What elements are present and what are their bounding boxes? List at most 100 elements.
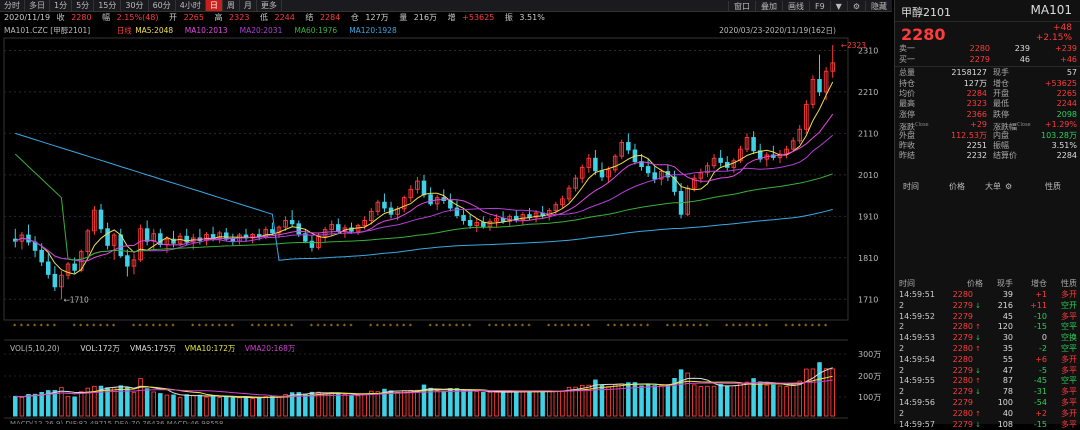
candle-body [270,229,275,234]
period-tab[interactable]: 1分 [50,0,73,11]
direction-arrow-icon: ↑ [975,344,981,353]
tick-list[interactable]: 14:59:51 2280 39 +1 多开 2 2279 ↓ 216 +11 空开 14:59:52… [895,290,1080,430]
tick-tab[interactable]: 时间 [903,181,919,191]
ma120-line [15,132,833,261]
triangle-down-icon[interactable]: ▼ [829,0,847,12]
info-open-interest: 127万 [365,13,389,22]
gear-icon[interactable]: ⚙ [846,0,865,12]
tick-row[interactable]: 2 2280 ↑ 35 -2 空平 [899,343,1077,353]
tick-tab[interactable]: 价格 [949,181,965,191]
stat-row: 昨结 2232 结算价 2284 [899,151,1077,161]
toolbar-button[interactable]: 画线 [781,0,809,12]
signal-marker: * [79,323,82,330]
signal-marker: * [798,323,801,330]
volume-bar [751,378,756,417]
candle-body [527,214,532,218]
tick-row[interactable]: 2 2280 ↑ 40 +2 多开 [899,408,1077,418]
signal-marker: * [53,323,56,330]
info-volume: 216万 [413,13,438,22]
volume-bar [665,384,671,417]
volume-bar [817,362,822,417]
signal-marker: * [40,323,43,330]
signal-marker: * [26,323,29,330]
signal-marker: * [20,323,23,330]
signal-marker: * [738,323,741,330]
toolbar-button[interactable]: F9 [808,0,830,12]
signal-marker: * [554,323,557,330]
signal-marker: * [33,323,36,330]
candle-body [579,166,585,179]
candle-body [586,157,592,168]
period-tab[interactable]: 日 [205,0,223,11]
quote-header: 甲醇2101 MA101 [895,0,1080,22]
tick-row[interactable]: 2 2280 ↑ 120 -15 空平 [899,322,1077,332]
signal-marker: * [646,323,649,330]
period-tab[interactable]: 5分 [72,0,95,11]
volume-bar [692,384,697,417]
signal-marker: * [73,323,76,330]
volume-bar [784,386,789,417]
period-tab[interactable]: 月 [240,0,257,11]
signal-marker: * [758,323,761,330]
orderbook-row[interactable]: 买一 2279 46 +46 [899,54,1077,64]
volume-bar [342,393,348,417]
volume-bar [441,391,447,417]
volume-bar [744,381,750,417]
tick-row[interactable]: 2 2279 ↓ 47 -5 多平 [899,365,1077,375]
ma20-line [15,134,834,261]
tick-row[interactable]: 14:59:52 2279 45 -10 多平 [899,311,1077,321]
y-tick-label: 2110 [858,129,878,138]
signal-marker: * [284,323,287,330]
period-tab[interactable]: 60分 [149,0,176,11]
period-tab[interactable]: 4小时 [176,0,206,11]
volume-bar [263,396,269,417]
period-tab[interactable]: 30分 [121,0,149,11]
orderbook-row[interactable]: 卖一 2280 239 +239 [899,44,1077,53]
tick-row[interactable]: 2 2279 ↓ 78 -31 多平 [899,387,1077,397]
kline-chart[interactable]: MA101.CZC [甲醇2101] 日线 MA5:2048 MA10:2013 MA2… [0,24,892,424]
info-high: 2323 [229,13,250,22]
candle-body [131,259,137,267]
tick-row[interactable]: 14:59:53 2279 ↓ 30 0 空换 [899,333,1077,343]
tick-row[interactable]: 14:59:55 2280 ↑ 87 -45 空平 [899,376,1077,386]
candle-body [105,228,110,246]
tick-row[interactable]: 14:59:54 2280 55 +6 多开 [899,354,1077,364]
period-tab[interactable]: 15分 [94,0,122,11]
gear-icon[interactable]: ⚙ [1005,181,1013,191]
macd-legend: MACD(12,26,9) DIF:82.49715 DEA:70.76436 … [10,420,224,424]
tick-tab[interactable]: 性质 [1045,181,1061,191]
period-tab[interactable]: 分时 [0,0,25,11]
tick-row[interactable]: 14:59:51 2280 39 +1 多开 [899,290,1077,299]
toolbar-button[interactable]: 隐藏 [865,0,892,12]
tick-tab[interactable]: 大单 [985,181,1001,191]
volume-bar [771,384,776,417]
candle-body [645,166,651,174]
tick-row[interactable]: 2 2279 ↓ 216 +11 空开 [899,300,1077,310]
signal-marker: * [198,323,201,330]
candle-body [698,172,704,179]
signal-marker: * [330,323,333,330]
toolbar-button[interactable]: 叠加 [754,0,782,12]
period-tab[interactable]: 周 [223,0,240,11]
direction-arrow-icon: ↑ [975,409,981,418]
tick-row[interactable]: 14:59:56 2279 100 -54 多平 [899,397,1077,407]
candle-body [289,220,295,225]
date-range-label: 2020/03/23-2020/11/19(162日) [719,26,836,35]
toolbar-button[interactable]: 窗口 [727,0,755,12]
low-marker: ←1710 [63,295,89,304]
candle-body [151,233,156,242]
tick-row[interactable]: 14:59:57 2279 ↓ 108 -15 多平 [899,419,1077,429]
volume-bar [797,380,803,417]
candle-body [111,234,117,246]
candle-body [144,228,150,242]
signal-marker: * [785,323,788,330]
volume-bar [573,386,578,417]
volume-bar [32,393,38,417]
period-tab[interactable]: 多日 [25,0,50,11]
period-tab[interactable]: 更多 [257,0,282,11]
direction-arrow-icon: ↓ [975,301,981,310]
candle-body [171,238,176,244]
ma-legend-item: MA20:2031 [240,26,283,35]
candle-body [434,197,440,205]
